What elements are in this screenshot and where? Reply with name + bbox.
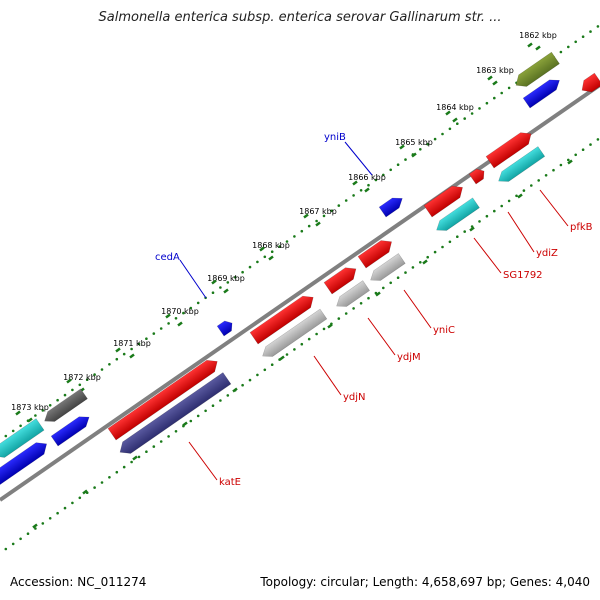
tick-mark bbox=[82, 489, 88, 495]
gene-arrow-red-4[interactable] bbox=[357, 236, 396, 269]
leader-line bbox=[507, 211, 535, 253]
gene-arrow-cyan-3[interactable] bbox=[0, 418, 45, 462]
tick-label: 1865 kbp bbox=[395, 138, 433, 147]
tick-mark bbox=[32, 523, 38, 529]
leader-line bbox=[188, 441, 218, 481]
tick-mark bbox=[364, 187, 370, 193]
gene-label-pfkB[interactable]: pfkB bbox=[570, 222, 593, 233]
tick-mark bbox=[567, 159, 573, 165]
gene-arrow-gray-3[interactable] bbox=[259, 308, 328, 361]
tick-mark bbox=[303, 213, 309, 219]
gene-arrow-cyan-1[interactable] bbox=[495, 146, 546, 186]
leader-line bbox=[367, 317, 396, 356]
leader-line bbox=[403, 289, 432, 329]
gene-arrow-gray-1[interactable] bbox=[367, 253, 406, 285]
tick-label: 1868 kbp bbox=[252, 241, 290, 250]
tick-label: 1873 kbp bbox=[11, 403, 49, 412]
tick-label: 1866 kbp bbox=[348, 173, 386, 182]
kbp-ticks: 1862 kbp 1863 kbp 1864 kbp 1865 kbp 1866 kbp… bbox=[11, 31, 573, 529]
accession-text: Accession: NC_011274 bbox=[10, 575, 147, 589]
gene-arrow-olive[interactable] bbox=[512, 51, 560, 91]
tick-mark bbox=[115, 347, 121, 353]
gene-label-cedA[interactable]: cedA bbox=[155, 252, 180, 263]
gene-label-yniC[interactable]: yniC bbox=[433, 325, 455, 336]
tick-label: 1867 kbp bbox=[299, 207, 337, 216]
tick-mark bbox=[492, 80, 498, 86]
leader-line bbox=[539, 189, 569, 227]
gene-label-ydiZ[interactable]: ydiZ bbox=[536, 248, 558, 259]
gene-arrow-cyan-2[interactable] bbox=[433, 197, 480, 235]
gene-arrow-red-right[interactable] bbox=[578, 72, 600, 96]
tick-mark bbox=[327, 323, 333, 329]
genome-summary-text: Topology: circular; Length: 4,658,697 bp… bbox=[260, 575, 590, 589]
gene-arrow-blue-cedA[interactable] bbox=[216, 318, 235, 337]
gene-label-ydjN[interactable]: ydjN bbox=[343, 392, 366, 403]
gene-arrow-red-5[interactable] bbox=[323, 263, 360, 295]
tick-mark bbox=[177, 321, 183, 327]
tick-label: 1871 kbp bbox=[113, 339, 151, 348]
gene-arrow-red-6[interactable] bbox=[249, 292, 317, 345]
leader-line bbox=[179, 259, 207, 299]
tick-mark bbox=[411, 152, 417, 158]
gene-arrow-gray-2[interactable] bbox=[333, 280, 370, 311]
tick-mark bbox=[165, 313, 171, 319]
gene-arrow-darkgray[interactable] bbox=[41, 388, 88, 426]
leader-line bbox=[473, 237, 502, 274]
gene-arrow-blue-right[interactable] bbox=[522, 75, 563, 109]
gene-label-ydjM[interactable]: ydjM bbox=[397, 352, 421, 363]
tick-mark bbox=[352, 180, 358, 186]
gene-arrow-blue-2[interactable] bbox=[50, 412, 92, 447]
tick-mark bbox=[129, 353, 135, 359]
tick-mark bbox=[211, 279, 217, 285]
tick-mark bbox=[375, 291, 381, 297]
gene-arrow-red-katE[interactable] bbox=[107, 356, 221, 441]
tick-mark bbox=[445, 110, 451, 116]
tick-mark bbox=[66, 378, 72, 384]
tick-mark bbox=[223, 288, 229, 294]
tick-mark bbox=[182, 421, 188, 427]
tick-mark bbox=[259, 246, 265, 252]
tick-mark bbox=[15, 410, 21, 416]
tick-mark bbox=[132, 455, 138, 461]
tick-mark bbox=[527, 42, 533, 48]
tick-label: 1872 kbp bbox=[63, 373, 101, 382]
tick-label: 1862 kbp bbox=[519, 31, 557, 40]
tick-mark bbox=[27, 417, 33, 423]
tick-mark bbox=[279, 355, 285, 361]
tick-mark bbox=[422, 259, 428, 265]
tick-mark bbox=[399, 144, 405, 150]
tick-mark bbox=[487, 75, 493, 81]
gene-arrow-red-1[interactable] bbox=[485, 128, 535, 169]
tick-mark bbox=[268, 255, 274, 261]
tick-label: 1864 kbp bbox=[436, 103, 474, 112]
gene-arrow-blue-yniB[interactable] bbox=[378, 193, 406, 218]
gene-label-katE[interactable]: katE bbox=[219, 477, 241, 488]
inner-dotted-track bbox=[4, 138, 600, 551]
tick-mark bbox=[232, 387, 238, 393]
gene-label-SG1792[interactable]: SG1792 bbox=[503, 270, 543, 281]
tick-mark bbox=[469, 226, 475, 232]
tick-label: 1870 kbp bbox=[161, 307, 199, 316]
tick-label: 1863 kbp bbox=[476, 66, 514, 75]
gene-arrow-red-2[interactable] bbox=[468, 166, 487, 185]
tick-mark bbox=[452, 117, 458, 123]
tick-mark bbox=[535, 45, 541, 51]
gene-label-yniB[interactable]: yniB bbox=[324, 132, 346, 143]
tick-mark bbox=[517, 193, 523, 199]
map-title: Salmonella enterica subsp. enterica sero… bbox=[98, 10, 502, 25]
gene-arrow-red-3[interactable] bbox=[423, 182, 467, 218]
gene-arrow-navy[interactable] bbox=[116, 372, 232, 458]
tick-mark bbox=[315, 221, 321, 227]
leader-line bbox=[344, 141, 373, 176]
leader-line bbox=[313, 355, 342, 396]
tick-label: 1869 kbp bbox=[207, 274, 245, 283]
gene-arrow-blue-3[interactable] bbox=[0, 438, 51, 487]
